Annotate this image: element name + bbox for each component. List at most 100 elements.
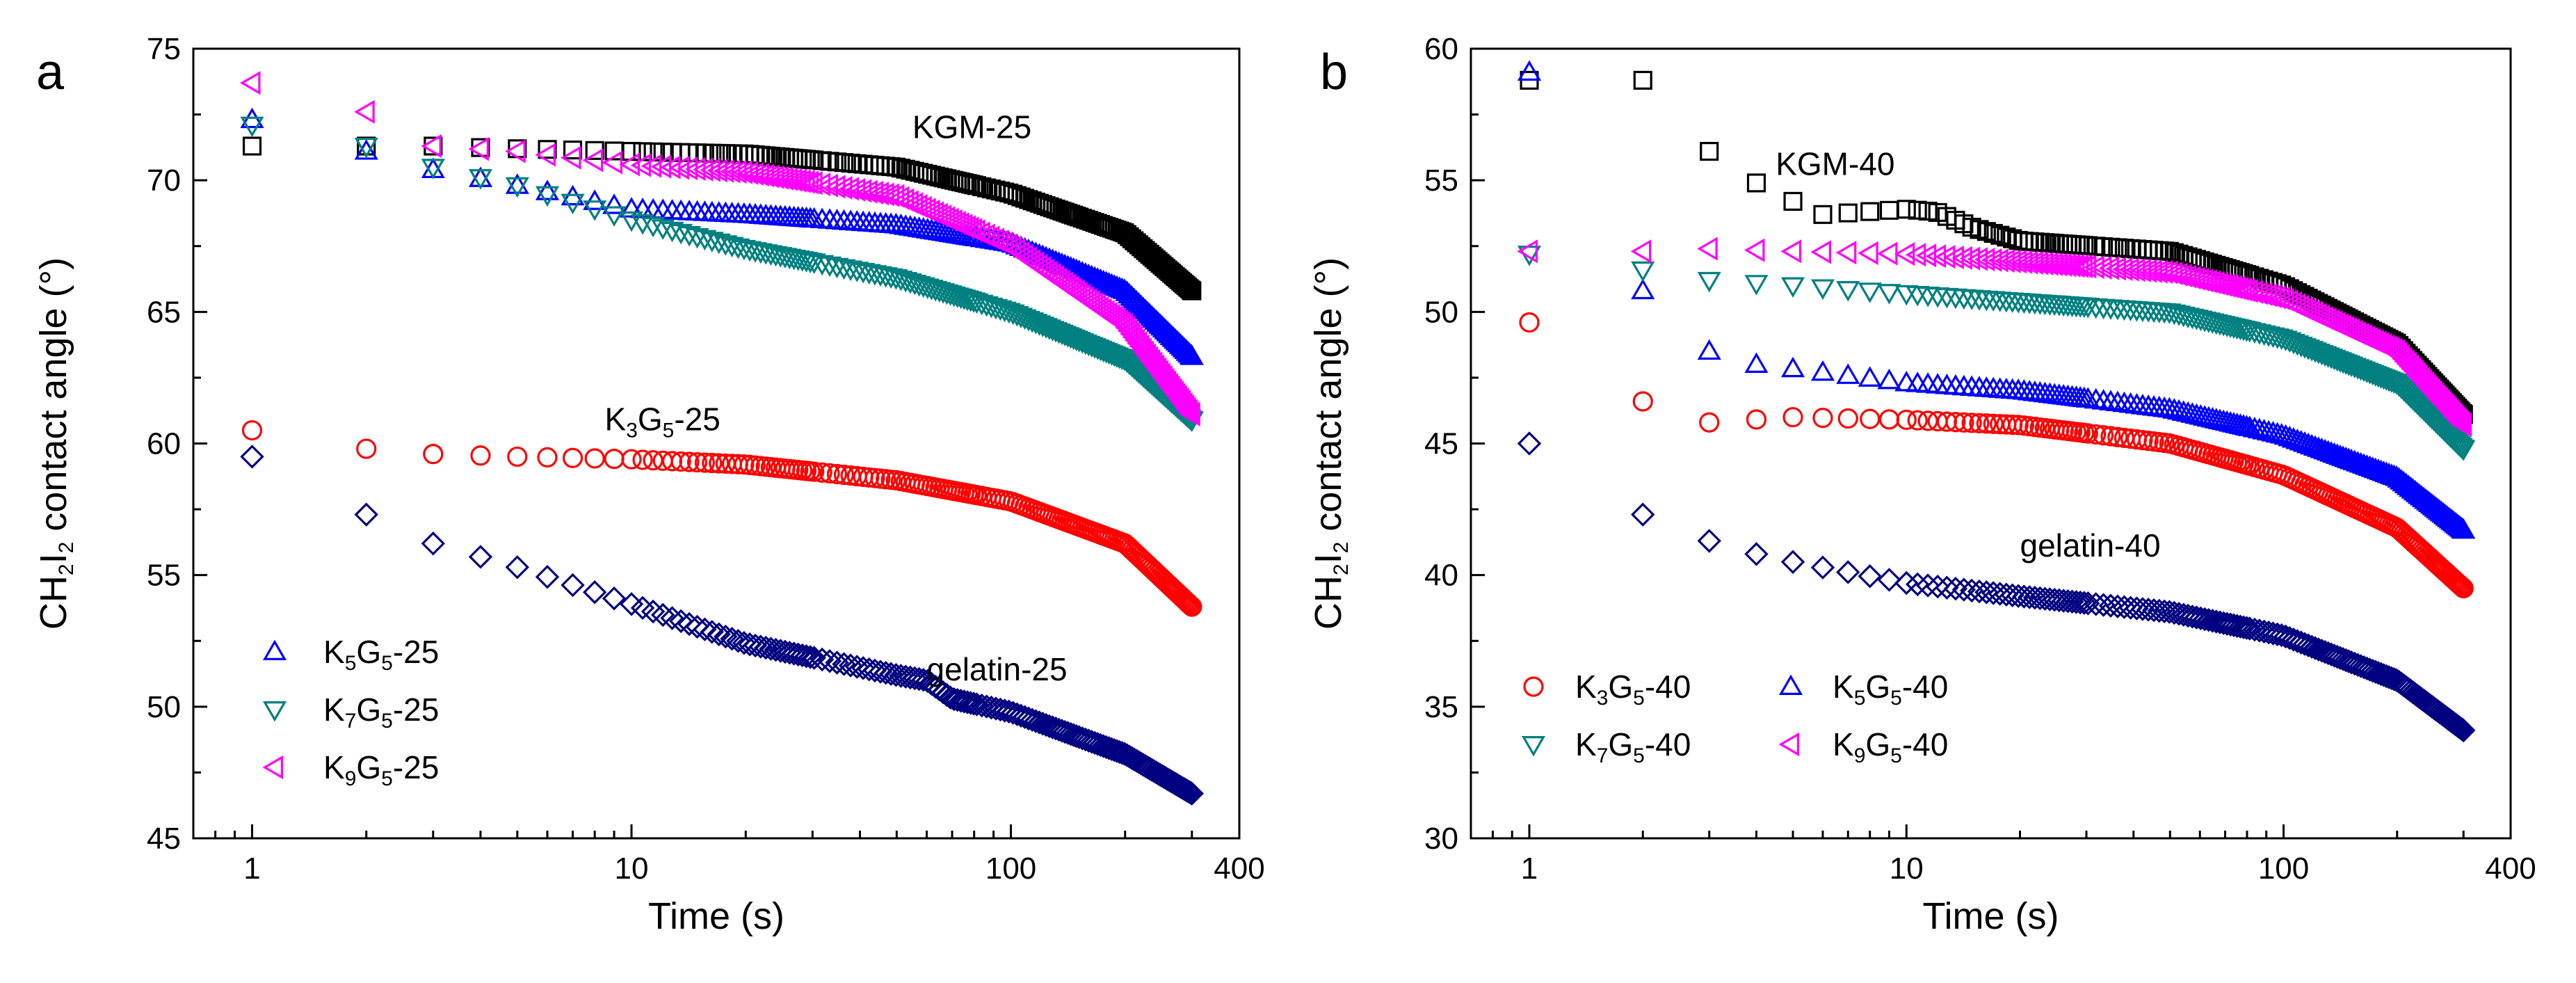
curve-label-K3G5-part: G [638,401,663,438]
data-point [2237,279,2258,303]
data-point [1001,701,1025,725]
legend-label-part: 5 [1890,687,1902,710]
data-point [2452,718,2476,743]
data-point [2281,628,2306,652]
data-point [354,99,375,124]
legend-label-part: K [323,634,345,670]
data-point [2018,585,2042,609]
data-point [2296,432,2321,454]
data-point [1746,173,1766,193]
data-point [2171,602,2196,627]
data-point [1744,352,1769,374]
data-point [1005,702,1029,726]
y-tick-label: 45 [147,822,181,856]
data-point [241,419,263,441]
data-point [1860,202,1880,221]
y-tick-label: 50 [147,690,181,724]
data-point [700,232,724,253]
y-tick-label: 70 [147,163,181,198]
data-point [2221,613,2246,637]
x-tick-label: 10 [1890,852,1924,886]
data-point [1925,244,1947,269]
data-point [1175,591,1196,612]
y-axis-title-part: I [1307,553,1349,564]
curve-label-K3G5-part: K [605,401,627,438]
data-point [707,159,727,183]
y-axis-title: CH2I2 contact angle (°) [1307,257,1353,630]
data-point [1176,276,1196,296]
data-point [660,606,684,630]
data-point [1961,413,1982,433]
data-point [713,159,734,183]
data-point [2313,438,2337,460]
x-tick-label: 100 [2258,852,2309,886]
data-point [826,463,848,485]
data-point [851,179,872,203]
data-point [1990,225,2010,245]
data-point [1697,529,1721,553]
data-point [1180,279,1199,298]
legend-marker [1778,732,1799,757]
legend-label-part: G [356,634,381,670]
data-point [470,445,491,466]
data-point [1959,578,1984,603]
curve-label-gelatin: gelatin-25 [927,651,1068,687]
data-point [2451,413,2472,438]
data-point [1139,349,1161,373]
data-point [677,225,702,247]
legend-label-part: 5 [1633,744,1645,767]
data-point [1858,366,1882,387]
data-point [868,182,889,206]
data-point [240,116,264,138]
legend-label-part: K [323,692,345,728]
y-tick-label: 60 [1424,32,1458,66]
data-point [1053,719,1077,744]
legend-label-part: 5 [381,652,393,675]
data-point [725,159,747,184]
data-point [1058,721,1083,746]
legend-marker [262,639,287,661]
data-point [2228,614,2253,639]
data-point [354,502,378,527]
data-point [1145,357,1167,381]
data-point [423,444,444,465]
data-point [997,699,1021,724]
data-point [2278,625,2302,650]
data-point [1858,282,1882,303]
data-point [2256,620,2281,645]
data-point [728,144,748,163]
data-point [2012,584,2036,609]
data-point [833,464,855,486]
data-point [2028,586,2052,611]
legend-label-part: -25 [393,692,439,728]
data-point [2008,415,2029,435]
legend-label-part: 5 [345,652,357,675]
data-point [537,447,558,468]
data-point [1877,368,1901,390]
y-tick-label: 40 [1424,559,1458,593]
curve-label-K3G5-part: 3 [626,419,638,442]
y-tick-label: 30 [1424,822,1458,856]
data-point [505,173,529,194]
data-point [505,139,526,163]
data-point [945,687,969,712]
data-point [2358,657,2382,682]
data-point [1008,307,1033,328]
data-point [1879,200,1899,220]
data-point [832,652,856,676]
data-point [2093,425,2114,446]
y-axis-title-part: contact angle (°) [33,257,74,542]
data-point [2453,577,2474,599]
data-point [535,565,560,589]
data-point [874,182,894,207]
data-point [583,189,607,210]
data-point [1744,275,1769,296]
curve-label-KGM: KGM-40 [1776,146,1894,182]
data-point [972,177,992,196]
curve-label-K3G5-part: 5 [663,419,675,442]
legend-label-part: -40 [1902,669,1948,705]
data-point [1131,337,1152,362]
data-point [832,259,856,280]
data-point [2235,616,2259,640]
